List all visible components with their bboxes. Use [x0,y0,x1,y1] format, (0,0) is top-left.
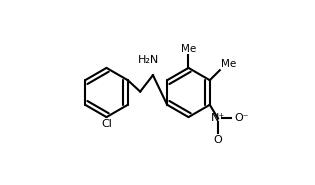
Text: H₂N: H₂N [138,55,159,65]
Text: Me: Me [181,44,196,54]
Text: Me: Me [221,59,236,69]
Text: O⁻: O⁻ [234,113,249,123]
Text: N⁺: N⁺ [211,113,225,123]
Text: O: O [214,135,222,145]
Text: Cl: Cl [101,119,112,129]
